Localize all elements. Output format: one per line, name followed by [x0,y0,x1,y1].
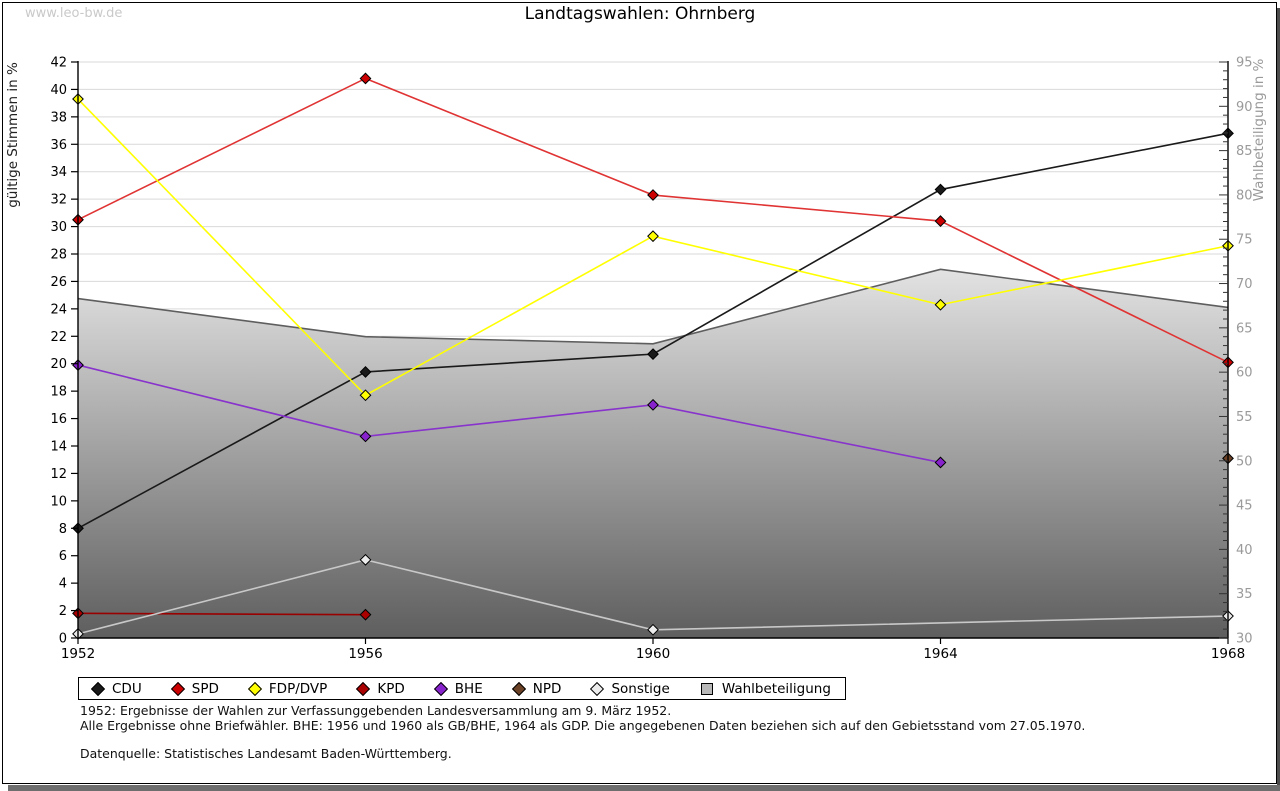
x-tick-label: 1968 [1211,646,1245,662]
left-tick-label: 18 [50,385,67,400]
legend-label: Sonstige [611,680,670,697]
legend-item-bhe: BHE [433,680,483,697]
left-tick-label: 8 [59,522,67,537]
right-tick-label: 90 [1236,100,1253,115]
marker-cdu [647,348,659,361]
right-tick-label: 80 [1236,188,1253,203]
left-tick-label: 6 [59,549,67,564]
marker-spd [359,72,372,85]
wahlbeteiligung-outline [77,268,1229,345]
legend-item-wahlbeteiligung: Wahlbeteiligung [700,680,831,697]
series-line-bhe [77,364,941,464]
right-tick-label: 95 [1236,56,1253,71]
legend-diamond-swatch [247,681,262,696]
x-tick-label: 1956 [348,646,382,662]
marker-spd [934,215,947,227]
legend-label: Wahlbeteiligung [721,680,831,697]
legend-label: KPD [377,680,405,697]
right-tick-label: 35 [1236,587,1253,602]
wahlbeteiligung-area [78,269,1228,638]
legend-item-kpd: KPD [356,680,405,697]
footnote-line1: 1952: Ergebnisse der Wahlen zur Verfassu… [80,703,672,718]
left-tick-label: 0 [59,632,67,647]
marker-sonstige [359,553,372,566]
legend-label: SPD [191,680,219,697]
marker-fdp-dvp [359,389,372,402]
legend-diamond-swatch [90,681,106,696]
legend-label: CDU [112,680,142,697]
left-tick-label: 10 [50,494,67,509]
chart-legend: CDU SPD FDP/DVP KPD BHE NPD Sonstige Wahlbeteil… [78,677,846,700]
legend-diamond-swatch [511,681,526,696]
bottom-shadow-bar [8,785,1280,791]
marker-kpd [359,608,372,621]
legend-diamond-swatch [170,681,185,696]
right-tick-label: 65 [1236,321,1253,336]
series-line-kpd [77,612,366,616]
legend-item-fdp-dvp: FDP/DVP [247,680,328,697]
left-tick-label: 20 [50,357,67,372]
left-tick-label: 26 [50,275,67,290]
right-tick-label: 50 [1236,454,1253,469]
left-tick-label: 38 [50,110,67,125]
legend-diamond-swatch [433,681,448,696]
marker-bhe [359,430,372,443]
right-axis-title: Wahlbeteiligung in % [1251,58,1267,201]
x-tick-label: 1952 [61,646,95,662]
marker-cdu [934,183,947,196]
watermark: www.leo-bw.de [25,6,123,21]
right-tick-label: 75 [1236,233,1253,248]
legend-item-npd: NPD [511,680,562,697]
series-line-sonstige [77,559,1229,635]
marker-sonstige [647,623,659,636]
left-tick-label: 40 [50,83,67,98]
footnote-source: Datenquelle: Statistisches Landesamt Bad… [80,746,452,761]
right-tick-label: 85 [1236,144,1253,159]
legend-item-spd: SPD [170,680,219,697]
left-tick-label: 32 [50,193,67,208]
left-tick-label: 12 [50,467,67,482]
right-tick-label: 70 [1236,277,1253,292]
left-tick-label: 34 [50,165,67,180]
marker-spd [647,189,659,201]
marker-bhe [647,398,659,411]
marker-bhe [934,456,947,469]
left-tick-label: 30 [50,220,67,235]
marker-fdp-dvp [934,298,947,311]
right-tick-label: 40 [1236,543,1253,558]
right-tick-label: 55 [1236,410,1253,425]
marker-fdp-dvp [647,230,659,243]
footnote-line2: Alle Ergebnisse ohne Briefwähler. BHE: 1… [80,717,1086,733]
left-tick-label: 16 [50,412,67,427]
legend-diamond-swatch [356,681,371,696]
left-axis-title: gültige Stimmen in % [5,62,21,208]
left-tick-label: 36 [50,138,67,153]
legend-square-swatch [700,682,713,695]
left-tick-label: 14 [50,440,67,455]
x-tick-label: 1960 [636,646,670,662]
page-title: Landtagswahlen: Ohrnberg [524,4,756,24]
left-tick-label: 4 [59,577,67,592]
legend-item-cdu: CDU [90,680,142,697]
right-tick-label: 60 [1236,366,1253,381]
legend-item-sonstige: Sonstige [590,680,670,697]
legend-label: NPD [532,680,562,697]
x-tick-label: 1964 [923,646,957,662]
marker-cdu [359,366,372,378]
left-tick-label: 28 [50,248,67,263]
legend-diamond-swatch [590,681,605,696]
footnotes: 1952: Ergebnisse der Wahlen zur Verfassu… [80,703,1086,762]
left-tick-label: 42 [50,56,67,71]
right-tick-label: 30 [1236,632,1253,647]
left-tick-label: 2 [59,604,67,619]
right-tick-label: 45 [1236,499,1253,514]
right-shadow-bar [1277,8,1280,785]
left-tick-label: 22 [50,330,67,345]
left-tick-label: 24 [50,302,67,317]
legend-label: BHE [454,680,483,697]
legend-label: FDP/DVP [268,680,328,697]
